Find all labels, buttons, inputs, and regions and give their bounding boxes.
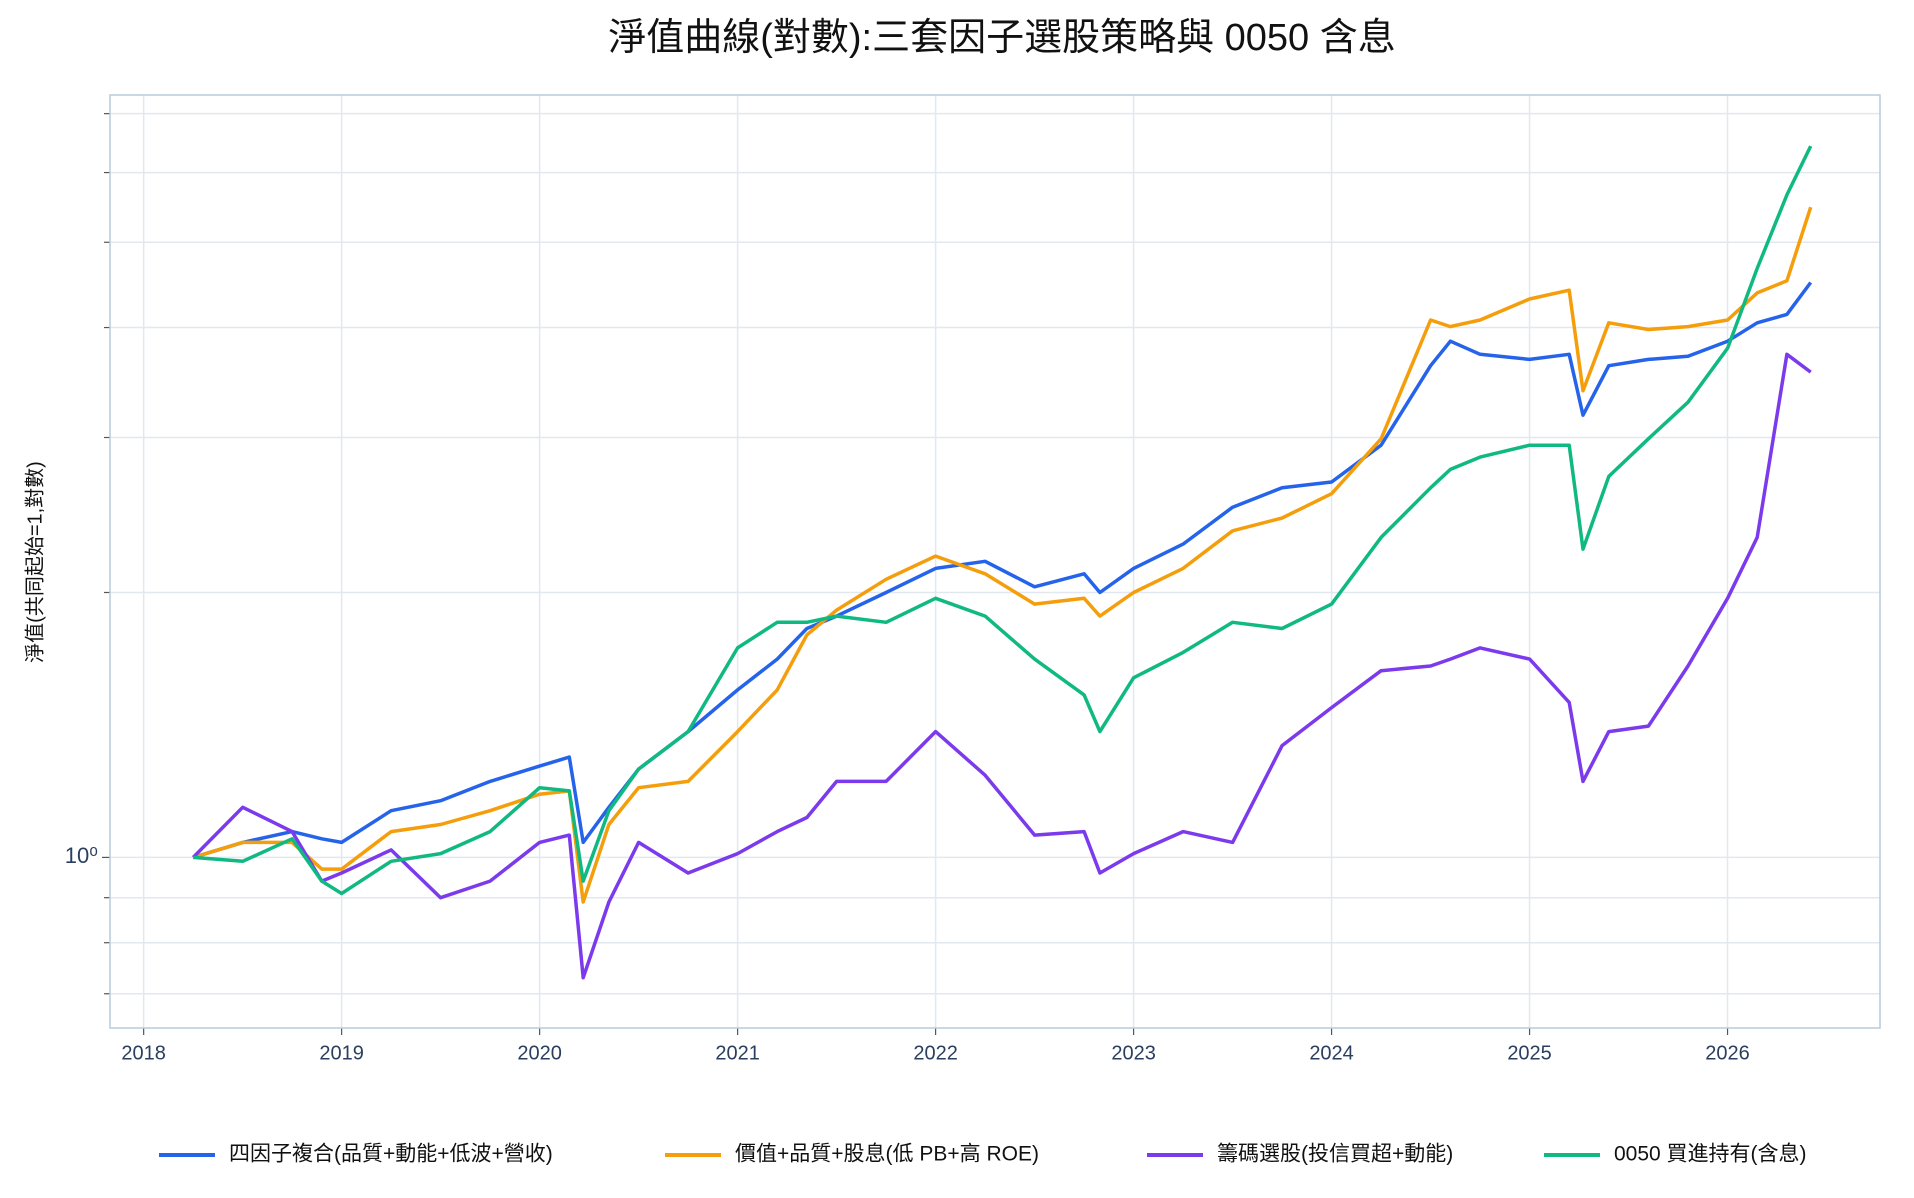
x-tick-label: 2022: [913, 1042, 958, 1064]
series-line: [193, 145, 1813, 896]
series-line: [192, 206, 1813, 904]
legend-label: 四因子複合(品質+動能+低波+營收): [229, 1143, 553, 1166]
x-tick-label: 2018: [121, 1042, 166, 1064]
x-tick-label: 2021: [715, 1042, 760, 1064]
y-axis-label: 淨值(共同起始=1,對數): [23, 461, 46, 663]
series-line: [191, 352, 1812, 980]
legend-label: 籌碼選股(投信買超+動能): [1217, 1143, 1453, 1166]
series-line: [192, 281, 1813, 860]
x-tick-label: 2024: [1309, 1042, 1354, 1064]
y-tick-label: 10⁰: [65, 843, 98, 868]
legend-label: 價值+品質+股息(低 PB+高 ROE): [735, 1143, 1039, 1166]
x-tick-label: 2019: [319, 1042, 364, 1064]
plot-frame: [109, 94, 1881, 1029]
x-tick-label: 2023: [1111, 1042, 1156, 1064]
x-tick-label: 2020: [517, 1042, 562, 1064]
x-tick-label: 2025: [1507, 1042, 1552, 1064]
chart-title: 淨值曲線(對數):三套因子選股策略與 0050 含息: [608, 17, 1396, 59]
x-tick-label: 2026: [1705, 1042, 1750, 1064]
legend-label: 0050 買進持有(含息): [1614, 1143, 1807, 1166]
